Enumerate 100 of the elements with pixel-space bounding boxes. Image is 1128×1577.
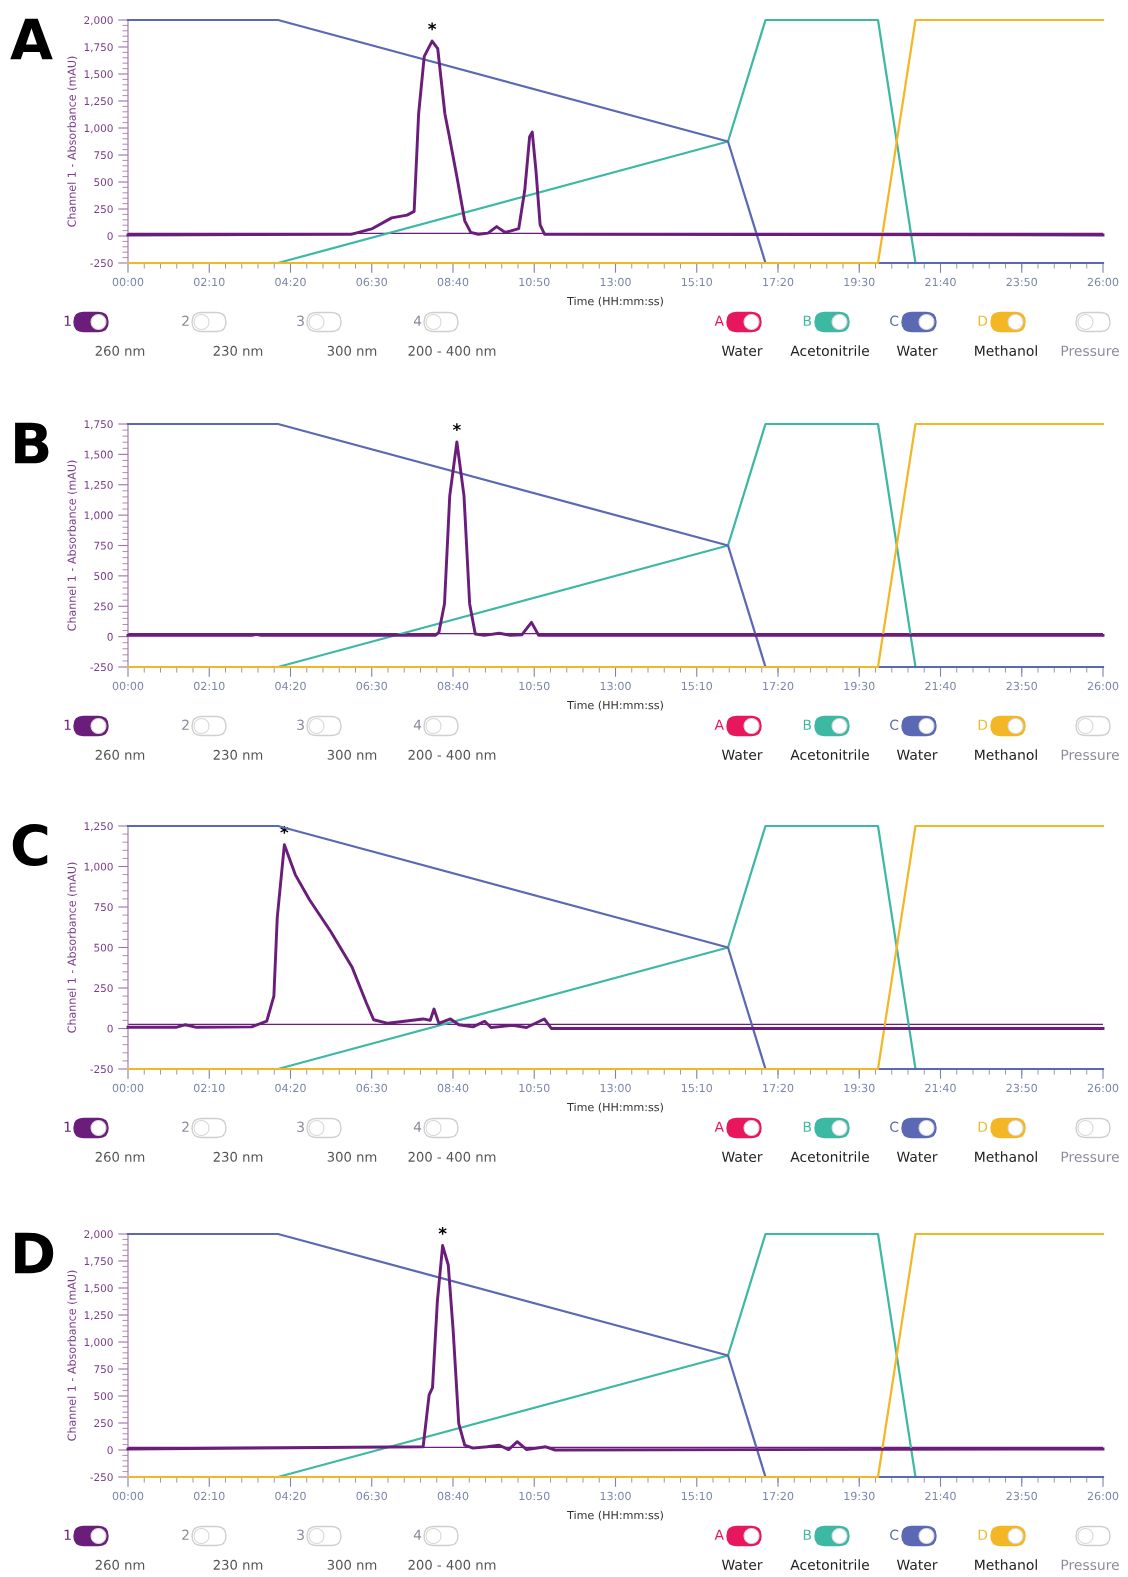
- y-tick-label: 750: [94, 903, 113, 912]
- text: 1: [64, 719, 71, 730]
- x-axis-title: Time (HH:mm:ss): [567, 296, 663, 307]
- y-tick-label: 250: [94, 1419, 113, 1428]
- x-tick-label: 06:30: [356, 1083, 388, 1093]
- x-tick-label: 23:50: [1006, 277, 1038, 287]
- text: 200 - 400 nm: [408, 345, 496, 356]
- y-tick-label: 1,000: [84, 511, 113, 521]
- text: 3: [297, 1529, 304, 1541]
- text: C: [890, 1121, 899, 1133]
- y-tick-label: 250: [94, 602, 113, 611]
- x-tick-label: 23:50: [1006, 1491, 1038, 1501]
- y-tick-label: 1,500: [84, 1284, 113, 1294]
- annotation: *: [452, 423, 461, 432]
- y-tick-label: 0: [107, 1024, 113, 1033]
- x-tick-label: 17:20: [763, 277, 794, 287]
- x-tick-label: 15:10: [681, 681, 713, 691]
- y-tick-label: 1,000: [84, 1338, 113, 1348]
- legend-label: Acetonitrile: [790, 345, 869, 357]
- x-tick-label: 02:10: [193, 681, 225, 691]
- x-tick-label: 17:20: [763, 681, 794, 691]
- legend-label: Acetonitrile: [790, 749, 869, 761]
- y-tick-label: 1,250: [84, 1311, 113, 1321]
- x-tick-label: 23:50: [1006, 681, 1038, 691]
- y-tick-label: 500: [94, 943, 113, 952]
- x-tick-label: 10:50: [519, 1491, 550, 1501]
- text: 260 nm: [95, 749, 145, 760]
- x-tick-label: 17:20: [763, 1491, 794, 1501]
- y-tick-label: 1,500: [84, 70, 113, 80]
- x-tick-label: 02:10: [193, 277, 225, 287]
- text: Water: [721, 749, 763, 761]
- x-tick-label: 00:00: [112, 1083, 144, 1093]
- y-tick-label: 1,750: [84, 420, 113, 430]
- text: 3: [297, 1121, 304, 1133]
- text: A: [714, 719, 724, 730]
- x-tick-label: 26:00: [1087, 1083, 1119, 1093]
- x-tick-label: 08:40: [437, 1083, 469, 1093]
- text: D: [978, 1121, 988, 1132]
- legend-label: Acetonitrile: [790, 1151, 869, 1163]
- x-tick-label: 08:40: [437, 1491, 469, 1501]
- text: Water: [721, 1151, 763, 1163]
- text: Pressure: [1061, 1559, 1119, 1571]
- x-tick-label: 19:30: [844, 681, 875, 691]
- x-tick-label: 13:00: [600, 681, 631, 691]
- x-tick-label: 02:10: [193, 1491, 225, 1501]
- text: D: [978, 719, 988, 730]
- x-tick-label: 26:00: [1087, 681, 1119, 691]
- x-tick-label: 06:30: [356, 1491, 388, 1501]
- text: 1: [64, 1121, 71, 1132]
- text: Water: [721, 345, 763, 357]
- text: 300 nm: [327, 1559, 377, 1570]
- y-tick-label: 1,750: [84, 43, 113, 53]
- y-tick-label: 2,000: [84, 16, 113, 26]
- x-tick-label: 21:40: [925, 1491, 956, 1501]
- text: C: [890, 315, 899, 327]
- y-tick-label: 500: [94, 1392, 113, 1401]
- legend-label: Water: [896, 1559, 938, 1571]
- text: 4: [413, 315, 422, 326]
- y-tick-label: 750: [94, 1365, 113, 1374]
- y-tick-label: 2,000: [84, 1230, 113, 1240]
- chart-title: B: [15, 422, 49, 464]
- x-tick-label: 13:00: [600, 1083, 631, 1093]
- annotation: *: [428, 22, 437, 31]
- x-axis-title: Time (HH:mm:ss): [567, 1510, 663, 1521]
- y-tick-label: 1,250: [84, 480, 113, 490]
- legend-label: Methanol: [975, 345, 1037, 357]
- text: Pressure: [1061, 345, 1119, 357]
- text: 300 nm: [327, 1151, 377, 1162]
- text: 2: [182, 1121, 189, 1132]
- y-tick-label: 0: [107, 632, 113, 641]
- x-tick-label: 23:50: [1006, 1083, 1038, 1093]
- y-tick-label: 1,500: [84, 450, 113, 460]
- chart-title: A: [10, 18, 53, 60]
- y-tick-label: 1,000: [84, 124, 113, 134]
- legend-label: Methanol: [975, 1151, 1037, 1163]
- text: 1: [64, 315, 71, 326]
- x-tick-label: 13:00: [600, 1491, 631, 1501]
- text: 200 - 400 nm: [408, 749, 496, 760]
- legend-label: Water: [896, 1151, 938, 1163]
- x-tick-label: 00:00: [112, 681, 144, 691]
- legend-label: Methanol: [975, 1559, 1037, 1571]
- y-tick-label: 1,250: [84, 822, 113, 832]
- text: A: [714, 1529, 724, 1540]
- x-tick-label: 02:10: [193, 1083, 225, 1093]
- text: 3: [297, 719, 304, 731]
- text: B: [803, 1529, 812, 1540]
- x-axis-title: Time (HH:mm:ss): [567, 700, 663, 711]
- text: 230 nm: [213, 1559, 263, 1570]
- x-tick-label: 00:00: [112, 277, 144, 287]
- y-tick-label: 250: [94, 205, 113, 214]
- legend-label: Water: [896, 749, 938, 761]
- y-axis-title: Channel 1 - Absorbance (mAU): [67, 460, 78, 631]
- text: 300 nm: [327, 345, 377, 356]
- x-tick-label: 17:20: [763, 1083, 794, 1093]
- text: A: [714, 1121, 724, 1132]
- y-tick-label: 750: [94, 541, 113, 550]
- legend-label: Water: [896, 345, 938, 357]
- text: 260 nm: [95, 345, 145, 356]
- y-tick-label: 0: [107, 1446, 113, 1455]
- text: Water: [721, 1559, 763, 1571]
